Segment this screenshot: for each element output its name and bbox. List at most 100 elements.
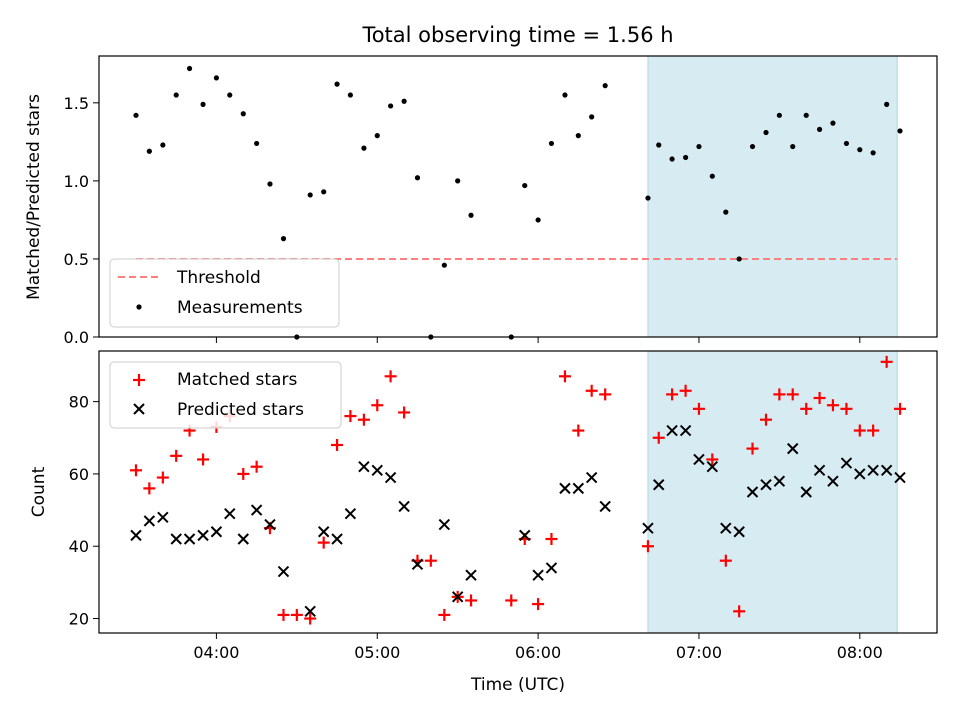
x-tick-label: 04:00	[193, 643, 239, 662]
predicted-star-point	[854, 468, 866, 480]
chart-title: Total observing time = 1.56 h	[361, 23, 673, 47]
matched-star-point	[706, 453, 719, 466]
highlight-rect	[647, 350, 898, 634]
legend-matched-swatch	[133, 374, 145, 386]
measurement-point	[669, 156, 675, 162]
y-tick-label: 80	[69, 393, 89, 412]
measurement-point	[709, 173, 715, 179]
predicted-star-point	[197, 529, 209, 542]
predicted-star-point	[519, 529, 531, 542]
measurement-point	[548, 140, 555, 147]
matched-star-point	[599, 388, 612, 401]
matched-star-point	[331, 439, 344, 451]
legend-predicted-swatch	[133, 403, 145, 415]
predicted-star-point	[559, 482, 571, 495]
y-tick-label: 1.5	[64, 94, 89, 113]
measurement-point	[200, 101, 206, 107]
predicted-star-point	[599, 500, 611, 513]
matched-star-point	[733, 605, 746, 618]
matched-star-point	[853, 424, 866, 437]
predicted-star-point	[384, 471, 397, 484]
matched-star-point	[237, 467, 250, 480]
matched-star-point	[894, 402, 907, 415]
matched-star-point	[585, 384, 598, 397]
matched-star-point	[558, 370, 571, 383]
x-tick-label: 06:00	[515, 643, 561, 662]
measurement-point	[790, 143, 796, 150]
measurement-point	[160, 142, 166, 148]
x-tick-label: 07:00	[676, 643, 722, 662]
legend-matched-label: Matched stars	[177, 370, 297, 390]
measurement-point	[522, 182, 528, 189]
panel-ratio: 0.0 0.5 1.0 1.5 Matched/Predicted stars Thr…	[24, 55, 938, 347]
measurement-point	[267, 181, 273, 187]
predicted-star-point	[532, 569, 544, 581]
matched-star-point	[760, 413, 773, 426]
measurement-point	[749, 143, 756, 150]
predicted-star-point	[130, 529, 142, 542]
predicted-star-point	[157, 511, 169, 524]
matched-star-point	[197, 453, 210, 466]
measurement-point	[562, 92, 568, 98]
matched-star-point	[438, 608, 451, 621]
matched-star-point	[719, 554, 732, 567]
predicted-star-point	[183, 533, 196, 545]
matched-star-point	[384, 370, 397, 383]
matched-star-point	[572, 424, 585, 437]
y-tick-label: 20	[69, 610, 89, 629]
x-tick-label: 08:00	[837, 643, 883, 662]
y-tick-label: 40	[69, 537, 89, 556]
matched-star-point	[840, 402, 853, 415]
measurement-point	[683, 154, 689, 161]
measurement-point	[645, 195, 651, 201]
predicted-star-point	[800, 486, 812, 498]
measurement-point	[133, 112, 139, 118]
measurement-point	[884, 101, 890, 107]
predicted-star-point	[304, 605, 316, 618]
matched-star-point	[170, 449, 183, 462]
measurement-point	[589, 114, 595, 120]
measurement-point	[186, 65, 193, 72]
measurement-point	[334, 81, 340, 87]
predicted-star-point	[585, 471, 598, 484]
predicted-star-point	[720, 522, 732, 534]
predicted-star-point	[666, 424, 678, 437]
matched-star-point	[666, 388, 679, 401]
axes-frame-bottom	[98, 350, 938, 634]
measurement-point	[897, 128, 903, 134]
predicted-star-point	[250, 504, 263, 516]
x-axis-label: Time (UTC)	[470, 675, 565, 695]
predicted-star-point	[894, 471, 906, 484]
predicted-star-point	[733, 526, 745, 538]
predicted-star-point	[840, 457, 853, 469]
measurement-point	[656, 142, 662, 148]
measurement-point	[535, 217, 541, 223]
matched-star-point	[800, 402, 813, 415]
measurement-point	[280, 236, 287, 242]
measurement-point	[374, 133, 380, 139]
predicted-star-point	[572, 482, 585, 495]
matched-star-point	[532, 598, 545, 611]
predicted-star-point	[143, 515, 156, 527]
matched-star-point	[290, 608, 303, 621]
matched-star-point	[317, 536, 330, 549]
matched-star-point	[505, 594, 518, 607]
matched-star-point	[129, 464, 142, 477]
matched-star-point	[692, 402, 705, 415]
predicted-star-point	[237, 533, 249, 545]
legend-box-bottom	[109, 361, 342, 429]
legend-threshold-label: Threshold	[176, 268, 261, 288]
axes-frame-top	[98, 55, 938, 338]
matched-star-point	[786, 388, 799, 401]
predicted-star-point	[331, 533, 343, 545]
y-axis-label-bottom: Count	[29, 466, 49, 517]
measurement-point	[843, 140, 850, 147]
measurement-point	[455, 178, 461, 184]
predicted-star-point	[438, 518, 451, 531]
x-ticks-top	[215, 337, 861, 343]
predicted-star-point	[210, 526, 223, 538]
y-tick-label: 0.5	[64, 250, 89, 269]
matched-star-point	[652, 431, 665, 444]
matched-star-point	[826, 399, 839, 412]
